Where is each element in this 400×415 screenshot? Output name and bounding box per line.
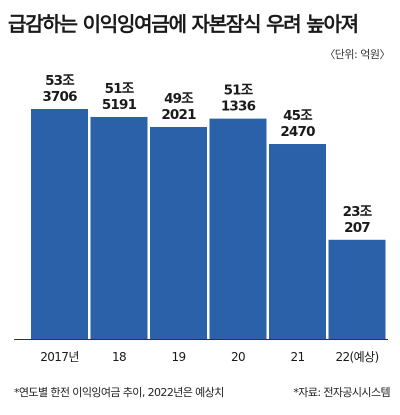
data-label: 49조 xyxy=(164,91,194,107)
data-label: 23조 xyxy=(343,204,373,220)
data-label: 51조 xyxy=(224,83,254,99)
bar xyxy=(328,239,386,339)
unit-note: 〈단위: 억원〉 xyxy=(324,48,390,61)
bar xyxy=(209,118,267,340)
data-label: 2021 xyxy=(161,107,196,123)
data-label: 207 xyxy=(344,220,370,236)
x-tick-label: 18 xyxy=(112,350,126,364)
data-label: 5191 xyxy=(102,97,137,113)
footnote: *연도별 한전 이익잉여금 추이, 2022년은 예상치 xyxy=(14,386,224,399)
bar xyxy=(31,109,88,339)
data-label: 51조 xyxy=(105,81,135,97)
bar xyxy=(90,116,148,339)
bar xyxy=(150,126,207,339)
x-tick-label: 22(예상) xyxy=(335,350,378,364)
data-label: 53조 xyxy=(45,73,75,89)
data-label: 3706 xyxy=(42,89,77,105)
data-label: 1336 xyxy=(221,99,256,115)
source-note: *자료: 전자공시시스템 xyxy=(293,386,390,399)
x-tick-label: 20 xyxy=(231,350,245,364)
bar xyxy=(269,144,326,339)
x-tick-label: 21 xyxy=(290,350,304,364)
x-tick-label: 19 xyxy=(171,350,185,364)
x-tick-label: 2017년 xyxy=(40,350,79,364)
data-label: 2470 xyxy=(280,124,315,140)
data-label: 45조 xyxy=(283,108,313,124)
chart-title: 급감하는 이익잉여금에 자본잠식 우려 높아져 xyxy=(8,12,359,36)
